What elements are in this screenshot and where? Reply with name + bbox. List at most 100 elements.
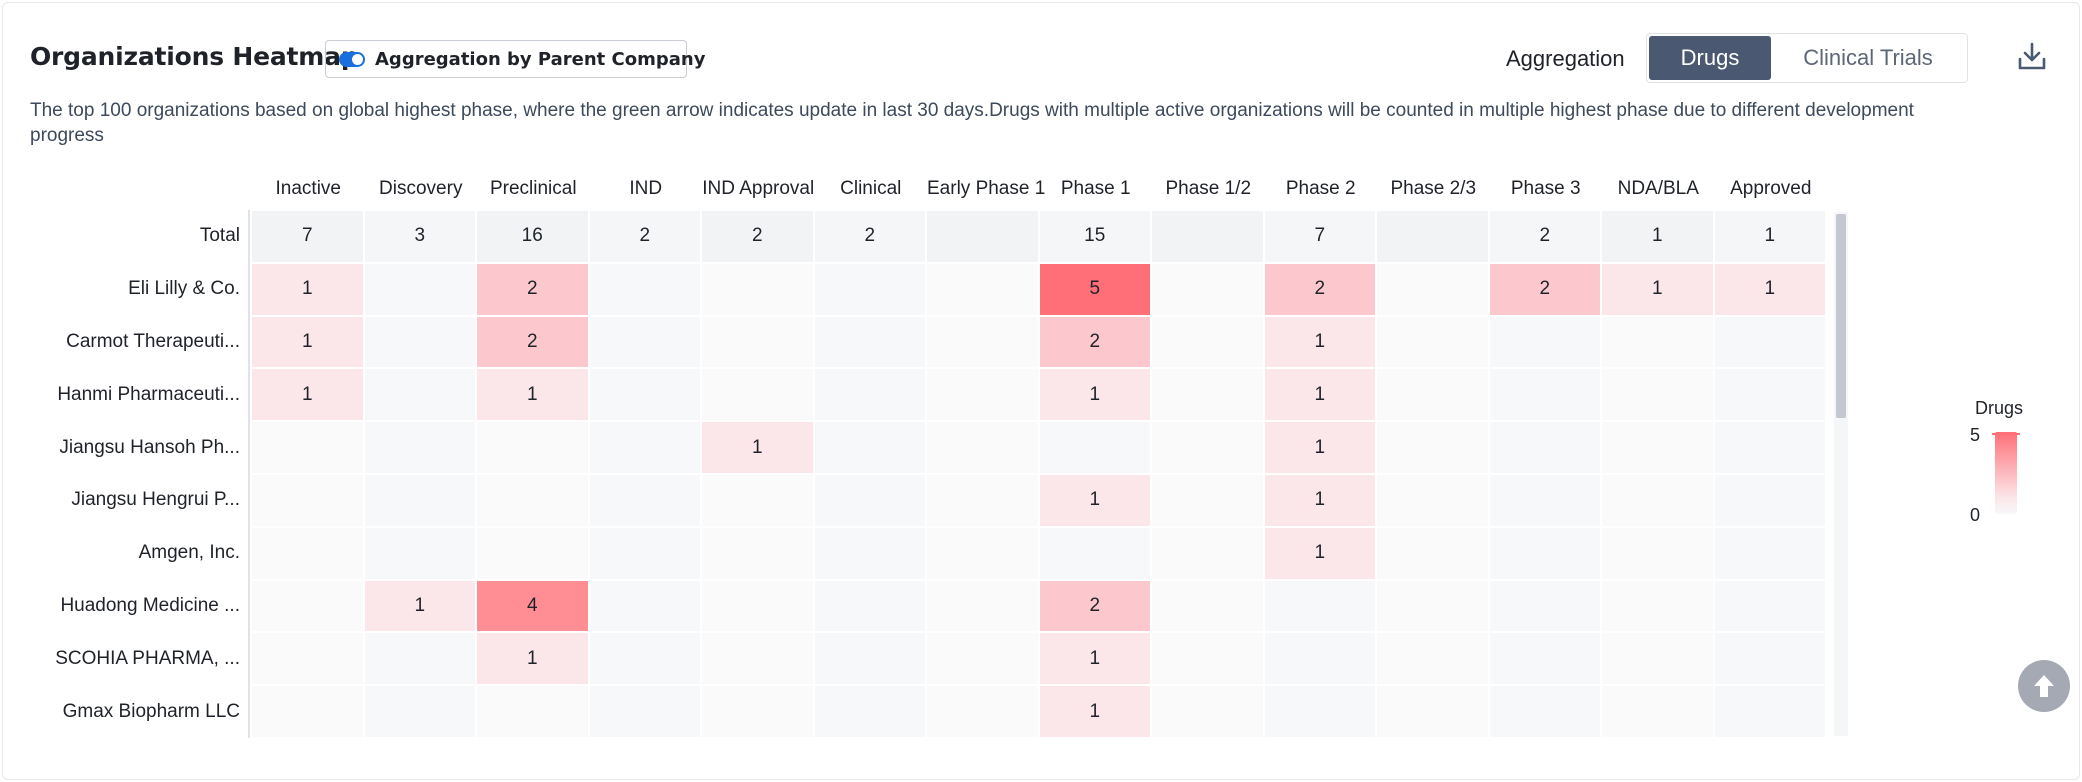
heatmap-cell[interactable]: 1 [1602,264,1713,315]
heatmap-cell[interactable] [927,317,1038,368]
heatmap-cell[interactable] [927,475,1038,526]
heatmap-cell[interactable]: 4 [477,581,588,632]
heatmap-cell[interactable]: 1 [1265,317,1376,368]
heatmap-cell[interactable]: 1 [252,264,363,315]
total-cell[interactable]: 7 [1265,211,1376,262]
heatmap-cell[interactable]: 1 [702,422,813,473]
heatmap-cell[interactable] [702,317,813,368]
heatmap-cell[interactable] [1377,422,1488,473]
heatmap-cell[interactable] [1152,528,1263,579]
heatmap-cell[interactable] [1715,581,1826,632]
heatmap-cell[interactable] [1377,475,1488,526]
heatmap-cell[interactable]: 1 [252,369,363,420]
heatmap-cell[interactable] [815,422,926,473]
heatmap-cell[interactable] [1377,686,1488,737]
heatmap-cell[interactable] [1715,528,1826,579]
heatmap-cell[interactable] [1602,686,1713,737]
heatmap-cell[interactable] [590,633,701,684]
heatmap-cell[interactable]: 1 [252,317,363,368]
heatmap-cell[interactable] [702,369,813,420]
heatmap-cell[interactable] [590,528,701,579]
heatmap-cell[interactable] [702,475,813,526]
heatmap-cell[interactable] [1715,633,1826,684]
heatmap-cell[interactable] [1152,369,1263,420]
heatmap-cell[interactable] [1377,581,1488,632]
heatmap-cell[interactable] [252,475,363,526]
toggle-switch-icon[interactable] [339,52,365,67]
heatmap-cell[interactable]: 2 [1490,264,1601,315]
total-cell[interactable] [1152,211,1263,262]
heatmap-cell[interactable]: 1 [1715,264,1826,315]
heatmap-cell[interactable] [1152,264,1263,315]
heatmap-cell[interactable] [1265,633,1376,684]
heatmap-cell[interactable] [1152,686,1263,737]
heatmap-cell[interactable] [590,686,701,737]
heatmap-cell[interactable] [1490,581,1601,632]
heatmap-cell[interactable] [927,528,1038,579]
total-cell[interactable]: 3 [365,211,476,262]
total-cell[interactable] [927,211,1038,262]
heatmap-cell[interactable] [1377,369,1488,420]
heatmap-cell[interactable] [590,422,701,473]
heatmap-cell[interactable] [252,581,363,632]
heatmap-cell[interactable] [1152,581,1263,632]
heatmap-cell[interactable] [1490,633,1601,684]
heatmap-cell[interactable] [1490,475,1601,526]
heatmap-cell[interactable] [702,581,813,632]
heatmap-cell[interactable] [1152,633,1263,684]
heatmap-cell[interactable] [702,633,813,684]
heatmap-cell[interactable] [1602,581,1713,632]
heatmap-cell[interactable] [252,422,363,473]
heatmap-cell[interactable] [1152,422,1263,473]
heatmap-cell[interactable] [1152,317,1263,368]
scrollbar-thumb[interactable] [1836,214,1846,418]
total-cell[interactable]: 2 [590,211,701,262]
heatmap-cell[interactable]: 5 [1040,264,1151,315]
heatmap-cell[interactable] [1715,475,1826,526]
heatmap-cell[interactable]: 2 [477,317,588,368]
heatmap-cell[interactable] [1715,686,1826,737]
heatmap-cell[interactable] [1040,528,1151,579]
heatmap-cell[interactable] [252,528,363,579]
heatmap-cell[interactable] [1377,528,1488,579]
heatmap-cell[interactable] [927,686,1038,737]
heatmap-cell[interactable] [1490,317,1601,368]
heatmap-cell[interactable] [590,264,701,315]
heatmap-cell[interactable] [477,686,588,737]
total-cell[interactable] [1377,211,1488,262]
heatmap-cell[interactable]: 1 [477,633,588,684]
heatmap-cell[interactable]: 1 [365,581,476,632]
heatmap-cell[interactable] [590,581,701,632]
aggregation-parent-toggle[interactable]: Aggregation by Parent Company [325,40,687,78]
heatmap-cell[interactable]: 2 [1040,317,1151,368]
heatmap-cell[interactable]: 1 [1265,528,1376,579]
heatmap-cell[interactable]: 1 [1040,633,1151,684]
heatmap-cell[interactable] [365,264,476,315]
heatmap-cell[interactable] [365,528,476,579]
heatmap-cell[interactable] [477,528,588,579]
heatmap-cell[interactable] [252,633,363,684]
heatmap-cell[interactable]: 1 [1265,475,1376,526]
heatmap-cell[interactable] [365,475,476,526]
heatmap-cell[interactable] [1265,686,1376,737]
total-cell[interactable]: 2 [815,211,926,262]
heatmap-cell[interactable] [1490,686,1601,737]
heatmap-cell[interactable] [815,581,926,632]
heatmap-cell[interactable] [1715,422,1826,473]
heatmap-cell[interactable] [927,581,1038,632]
heatmap-cell[interactable]: 1 [1040,369,1151,420]
heatmap-cell[interactable] [815,633,926,684]
heatmap-cell[interactable] [590,475,701,526]
heatmap-cell[interactable] [477,422,588,473]
total-cell[interactable]: 2 [1490,211,1601,262]
heatmap-cell[interactable] [1377,264,1488,315]
heatmap-cell[interactable] [815,317,926,368]
heatmap-cell[interactable] [590,369,701,420]
heatmap-cell[interactable] [1602,317,1713,368]
heatmap-cell[interactable]: 1 [1040,475,1151,526]
heatmap-cell[interactable] [1490,422,1601,473]
total-cell[interactable]: 16 [477,211,588,262]
heatmap-cell[interactable] [927,264,1038,315]
heatmap-cell[interactable]: 1 [1265,369,1376,420]
heatmap-cell[interactable] [815,475,926,526]
